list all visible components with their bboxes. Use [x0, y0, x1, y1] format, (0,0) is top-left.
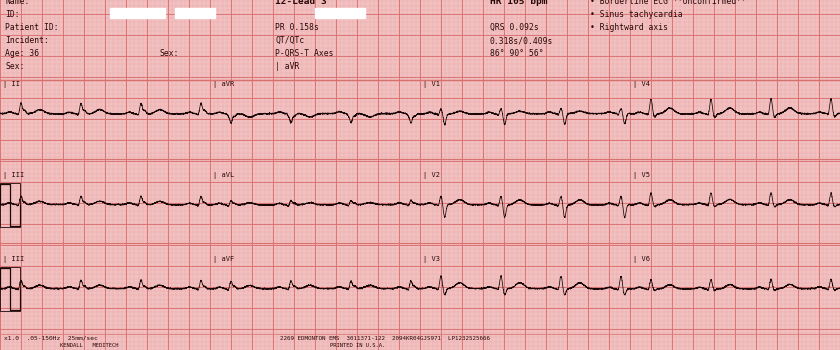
Text: | III: | III — [3, 256, 24, 263]
Text: | aVF: | aVF — [213, 256, 234, 263]
Text: Patient ID:: Patient ID: — [5, 23, 59, 32]
Bar — [315, 8, 365, 18]
Text: | V5: | V5 — [633, 172, 650, 179]
Text: | aVR: | aVR — [275, 62, 299, 71]
Text: | V1: | V1 — [423, 81, 440, 88]
Bar — [0, 267, 20, 311]
Text: 2269 EDMONTON EMS  3011371-122  2094KR04GJS971  LP1232525666: 2269 EDMONTON EMS 3011371-122 2094KR04GJ… — [280, 336, 490, 341]
Text: QT/QTc: QT/QTc — [275, 36, 304, 45]
Text: Sex:: Sex: — [5, 62, 24, 71]
Text: x1.0  .05-150Hz  25mm/sec: x1.0 .05-150Hz 25mm/sec — [4, 336, 97, 341]
Text: | III: | III — [3, 172, 24, 179]
Text: | aVL: | aVL — [213, 172, 234, 179]
Text: Sex:: Sex: — [160, 49, 180, 58]
Text: PRINTED IN U.S.A.: PRINTED IN U.S.A. — [330, 343, 386, 348]
Text: • Sinus tachycardia: • Sinus tachycardia — [590, 10, 683, 19]
Text: QRS 0.092s: QRS 0.092s — [490, 23, 538, 32]
Text: Age: 36: Age: 36 — [5, 49, 39, 58]
Bar — [0, 183, 20, 227]
Text: | V3: | V3 — [423, 256, 440, 263]
Text: 86° 90° 56°: 86° 90° 56° — [490, 49, 543, 58]
Text: KENDALL   MEDITECH: KENDALL MEDITECH — [60, 343, 118, 348]
Text: | II: | II — [3, 81, 20, 88]
Text: PR 0.158s: PR 0.158s — [275, 23, 319, 32]
Text: Name:: Name: — [5, 0, 29, 6]
Text: ID:: ID: — [5, 10, 19, 19]
Bar — [110, 8, 165, 18]
Text: | V4: | V4 — [633, 81, 650, 88]
Text: 12-Lead 3: 12-Lead 3 — [275, 0, 327, 6]
Text: | V2: | V2 — [423, 172, 440, 179]
Text: P-QRS-T Axes: P-QRS-T Axes — [275, 49, 333, 58]
Text: 0.318s/0.409s: 0.318s/0.409s — [490, 36, 554, 45]
Text: Incident:: Incident: — [5, 36, 49, 45]
Text: • Borderline ECG **Unconfirmed**: • Borderline ECG **Unconfirmed** — [590, 0, 746, 6]
Text: HR 105 bpm: HR 105 bpm — [490, 0, 548, 6]
Text: | V6: | V6 — [633, 256, 650, 263]
Text: | aVR: | aVR — [213, 81, 234, 88]
Bar — [175, 8, 215, 18]
Text: • Rightward axis: • Rightward axis — [590, 23, 668, 32]
